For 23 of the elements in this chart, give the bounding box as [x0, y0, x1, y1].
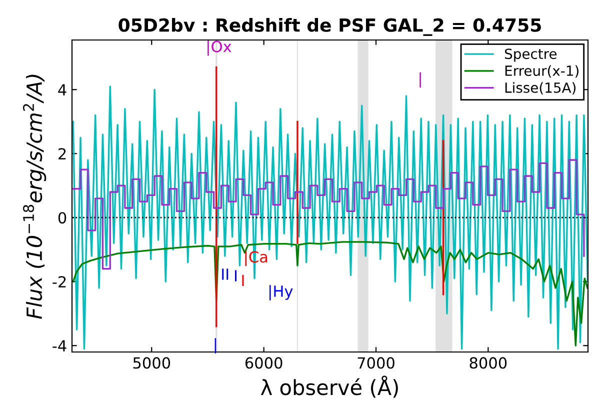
- chart-title: 05D2bv : Redshift de PSF GAL_2 = 0.4755: [118, 18, 541, 36]
- annotation: I: [242, 274, 244, 286]
- y-tick-label: 2: [58, 148, 66, 160]
- x-axis-title: λ observé (Å): [260, 376, 398, 398]
- annotation: |: [214, 338, 216, 354]
- annotation: II: [222, 268, 228, 280]
- annotation: |: [420, 72, 421, 88]
- x-tick-label: 7000: [358, 357, 394, 369]
- x-tick-label: 5000: [133, 357, 170, 369]
- annotation: I: [235, 270, 237, 282]
- line-series: [72, 241, 588, 346]
- y-axis-title: Flux (10$^{−18}$erg/s/cm$^{2}$/A): [23, 74, 46, 319]
- y-tick-label: 0: [58, 212, 66, 224]
- annotation: |Ox: [208, 40, 232, 56]
- x-tick-label: 6000: [245, 357, 282, 369]
- legend-label: Spectre: [504, 48, 557, 62]
- y-tick-label: -2: [52, 276, 66, 288]
- y-tick-label: 4: [58, 84, 66, 96]
- legend-label: Lisse(15A): [505, 82, 576, 95]
- annotation: |Hy: [270, 285, 293, 300]
- y-tick-label: -4: [52, 340, 66, 352]
- x-tick-label: 8000: [470, 357, 507, 369]
- legend-label: Erreur(x-1): [505, 65, 578, 78]
